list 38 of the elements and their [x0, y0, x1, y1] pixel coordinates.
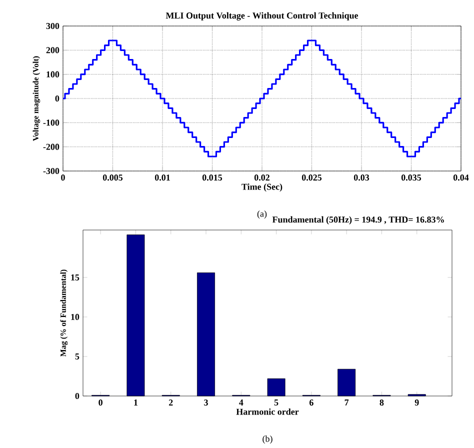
x-axis-title: Time (Sec)	[242, 184, 282, 192]
x-tick-label: 8	[380, 400, 384, 406]
x-tick-label: 0.035	[401, 174, 422, 181]
y-tick-label: 15	[71, 274, 80, 280]
x-tick-label: 0	[98, 400, 102, 406]
y-tick-label: 300	[46, 22, 60, 30]
x-tick-label: 0.03	[354, 174, 370, 181]
y-tick-label: 5	[75, 353, 80, 360]
x-tick-label: 0.015	[202, 174, 222, 181]
x-tick-label: 0.02	[254, 174, 270, 181]
x-tick-label: 0.01	[154, 174, 170, 181]
y-tick-label: -100	[43, 120, 60, 126]
x-tick-label: 5	[274, 400, 278, 406]
text: (b)	[262, 436, 272, 444]
text: (a)	[257, 210, 267, 219]
y-tick-label: 200	[46, 47, 60, 54]
y-tick-label: -200	[43, 144, 60, 150]
x-tick-label: 0	[61, 174, 65, 181]
x-tick-label: 0.025	[302, 174, 322, 181]
x-tick-label: 0.04	[453, 174, 469, 181]
x-tick-label: 2	[168, 400, 173, 406]
x-tick-label: 0.005	[102, 174, 123, 181]
y-axis-title: Voltage magnitude (Volt)	[32, 56, 40, 142]
x-tick-label: 1	[134, 400, 138, 406]
y-tick-label: 10	[71, 314, 80, 320]
y-tick-label: 0	[75, 392, 80, 400]
y-tick-label: 0	[55, 95, 60, 102]
x-tick-label: 7	[344, 400, 349, 406]
y-tick-label: 100	[46, 71, 60, 78]
x-axis-title: Harmonic order	[236, 408, 299, 415]
y-axis-title: Mag (% of Fundamental)	[60, 270, 68, 357]
y-tick-label: -300	[43, 168, 60, 174]
x-tick-label: 4	[239, 400, 244, 406]
x-tick-label: 6	[309, 400, 314, 406]
x-tick-label: 3	[204, 400, 208, 406]
x-tick-label: 9	[414, 400, 419, 406]
text: Fundamental (50Hz) = 194.9 , THD= 16.83%	[272, 216, 444, 224]
chart-title: MLI Output Voltage - Without Control Technique	[166, 12, 358, 20]
